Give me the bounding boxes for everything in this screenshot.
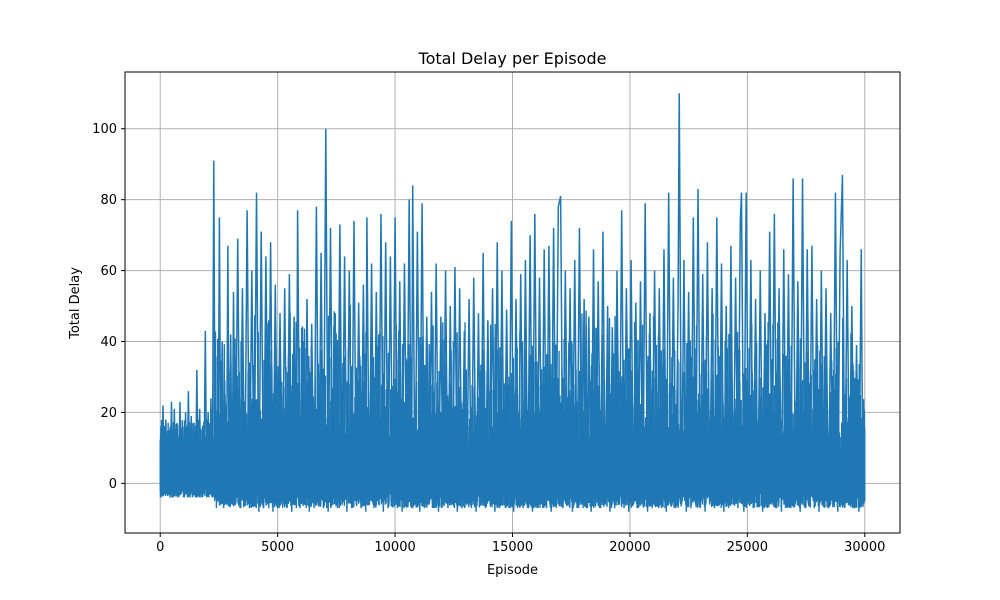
x-tick-label: 0 xyxy=(156,540,164,555)
series-dense-band xyxy=(159,304,866,509)
chart-title: Total Delay per Episode xyxy=(418,49,607,68)
x-tick-label: 25000 xyxy=(727,540,768,555)
y-axis-label: Total Delay xyxy=(68,267,83,340)
y-tick-label: 40 xyxy=(100,335,117,350)
x-tick-label: 15000 xyxy=(492,540,533,555)
y-tick-label: 60 xyxy=(100,264,117,279)
x-tick-label: 10000 xyxy=(374,540,415,555)
x-axis-label: Episode xyxy=(487,563,538,578)
x-tick-label: 5000 xyxy=(261,540,294,555)
x-tick-label: 20000 xyxy=(609,540,650,555)
ticks: 0 5000 10000 15000 20000 25000 30000 0 20 40 60 80 1… xyxy=(92,122,885,555)
y-tick-label: 100 xyxy=(92,122,117,137)
y-tick-label: 0 xyxy=(109,477,117,492)
series-layer xyxy=(159,93,866,512)
y-tick-label: 20 xyxy=(100,406,117,421)
y-tick-label: 80 xyxy=(100,193,117,208)
x-tick-label: 30000 xyxy=(844,540,885,555)
